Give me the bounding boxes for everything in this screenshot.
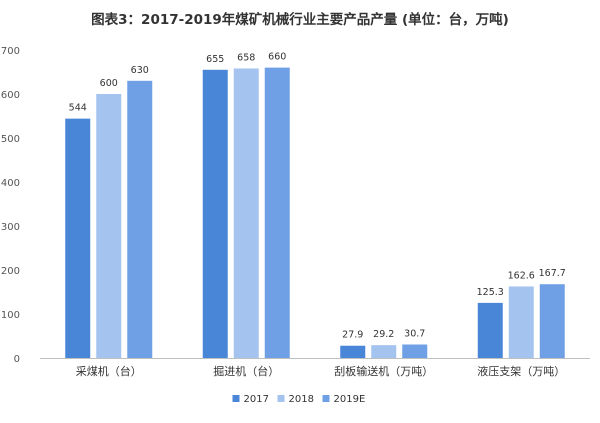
bar-2018-0 [96, 94, 122, 358]
bar-2017-1 [202, 69, 228, 359]
data-label: 660 [268, 52, 286, 63]
data-label: 630 [131, 65, 149, 76]
legend-swatch-2018 [277, 395, 285, 402]
category-label: 液压支架（万吨） [477, 364, 565, 378]
data-label: 544 [69, 103, 87, 114]
category-label: 掘进机（台） [213, 364, 279, 378]
category-label: 采煤机（台） [76, 364, 142, 378]
data-label: 167.7 [539, 268, 566, 279]
data-label: 125.3 [477, 287, 504, 298]
chart-title: 图表3：2017-2019年煤矿机械行业主要产品产量 (单位：台，万吨) [91, 12, 509, 28]
data-label: 162.6 [508, 270, 535, 281]
y-axis: 0 100 200 300 400 500 600 700 [1, 46, 590, 365]
y-tick-label: 700 [1, 46, 20, 57]
category-labels-group: 采煤机（台） 掘进机（台） 刮板输送机（万吨） 液压支架（万吨） [76, 364, 566, 378]
bar-2018-3 [508, 286, 534, 358]
bar-2017-3 [477, 302, 503, 358]
y-tick-label: 600 [1, 90, 20, 101]
bar-2017-0 [65, 118, 91, 358]
legend-label: 2019E [334, 394, 366, 405]
bar-2019E-3 [539, 284, 565, 358]
data-label: 658 [237, 52, 255, 63]
data-label: 600 [100, 78, 118, 89]
data-label: 655 [206, 54, 224, 65]
data-label: 29.2 [373, 329, 394, 340]
y-tick-label: 400 [1, 178, 20, 189]
bar-2017-2 [340, 345, 366, 358]
legend-swatch-2017 [232, 395, 240, 402]
legend: 2017 2018 2019E [232, 394, 366, 405]
y-tick-label: 500 [1, 134, 20, 145]
category-label: 刮板输送机（万吨） [334, 364, 433, 378]
bars-group [65, 67, 565, 359]
bar-2018-1 [233, 68, 259, 358]
y-tick-label: 100 [1, 310, 20, 321]
legend-swatch-2019E [322, 395, 330, 402]
bar-2019E-2 [402, 344, 428, 358]
data-label: 27.9 [342, 330, 363, 341]
y-tick-label: 200 [1, 266, 20, 277]
data-label: 30.7 [404, 328, 425, 339]
bar-2018-2 [371, 345, 397, 358]
bar-2019E-1 [264, 67, 290, 358]
data-labels-group: 544 600 630 655 658 660 27.9 29.2 30.7 125.3 162.6… [69, 52, 566, 341]
y-tick-label: 0 [14, 354, 20, 365]
y-tick-label: 300 [1, 222, 20, 233]
legend-label: 2017 [244, 394, 269, 405]
bar-2019E-0 [127, 80, 153, 359]
legend-label: 2018 [289, 394, 314, 405]
